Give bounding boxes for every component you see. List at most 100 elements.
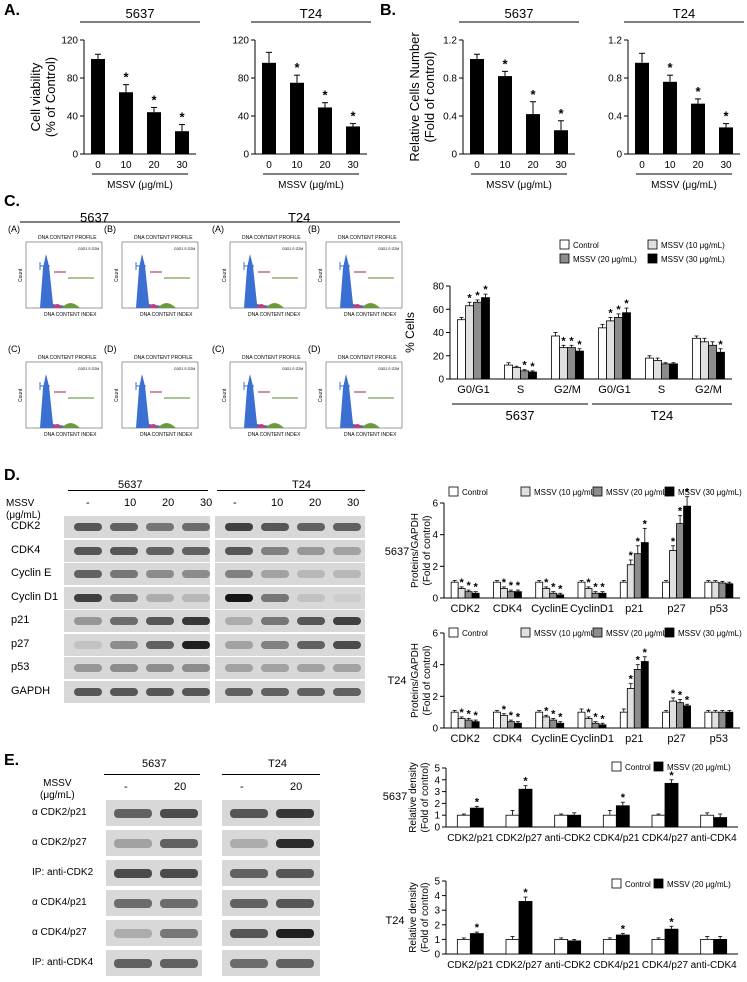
bar (633, 669, 642, 729)
bar (493, 581, 501, 599)
bar (633, 553, 642, 599)
legend-swatch (520, 627, 531, 638)
dose-label-t24: - (233, 497, 237, 509)
legend-swatch (520, 486, 531, 497)
band (160, 899, 198, 908)
band (182, 570, 210, 578)
legend-swatch (653, 761, 664, 772)
blot-strip-t24 (215, 680, 365, 703)
thumb-title: DNA CONTENT PROFILE (134, 235, 193, 241)
band (261, 523, 289, 531)
band (297, 664, 325, 672)
flow-svg: (A) DNA CONTENT PROFILE Count DNA CONTENT I… (8, 221, 403, 438)
band (182, 546, 210, 555)
sig-star: * (561, 335, 566, 347)
g2-peak (158, 303, 176, 308)
thumb-title: DNA CONTENT PROFILE (338, 355, 397, 361)
sig-star: * (502, 704, 507, 716)
thumb-frame (229, 241, 307, 309)
cell-label: T24 (386, 915, 405, 927)
sig-star: * (685, 487, 690, 499)
thumb-stats: G0G1 S G2M (78, 367, 99, 371)
band (160, 869, 198, 878)
g2-peak (158, 423, 176, 428)
band (225, 523, 253, 531)
band (182, 640, 210, 649)
thumb-ylabel: Count (114, 388, 120, 402)
bar (456, 939, 471, 955)
chart-header: 5637 (126, 6, 155, 21)
bar (708, 344, 717, 380)
blot-strip-5637 (64, 539, 210, 562)
bar (653, 359, 662, 380)
ip-row-label: α CDK4/p21 (32, 897, 87, 908)
protein-label: GAPDH (11, 684, 51, 697)
blot-e-mssv-label: MSSV (μg/mL) (40, 778, 75, 801)
x-tick-label: p27 (667, 733, 685, 745)
band (297, 593, 325, 602)
bar (584, 588, 593, 599)
band (114, 929, 152, 938)
y-axis-label: (Fold of control) (422, 51, 437, 142)
bar (318, 107, 332, 154)
band (333, 640, 361, 649)
y-tick-label: 5 (434, 877, 440, 888)
band (261, 546, 289, 555)
x-tick-label: 10 (291, 160, 303, 171)
thumb-label: (B) (104, 224, 116, 234)
band (74, 546, 102, 555)
protein-label: p53 (11, 661, 30, 673)
bar (664, 782, 679, 828)
thumb-xlabel: DNA CONTENT INDEX (248, 432, 301, 438)
bar (598, 327, 607, 380)
thumb-ylabel: Count (114, 268, 120, 282)
bar (718, 711, 727, 729)
y-tick-label: 2 (432, 562, 438, 573)
bar (469, 807, 484, 828)
gate-g1 (243, 262, 254, 270)
thumb-frame (325, 241, 403, 309)
band (74, 523, 102, 531)
dose-label-t24: 30 (347, 497, 360, 509)
x-tick-label: 20 (527, 160, 539, 171)
x-tick-label: 30 (347, 160, 359, 171)
bar (635, 62, 649, 154)
sig-star: * (723, 109, 729, 124)
panel-label-e: E. (4, 752, 20, 769)
sig-star: * (608, 307, 613, 319)
y-tick-label: 0.8 (443, 74, 457, 85)
thumb-label: (A) (212, 224, 224, 234)
ip-row-label: IP: anti-CDK4 (32, 957, 94, 968)
dose-label-5637: - (86, 497, 90, 509)
y-axis-label: (Fold of control) (422, 515, 433, 585)
sig-star: * (577, 339, 582, 351)
x-tick-label: 30 (555, 160, 567, 171)
thumb-ylabel: Count (318, 388, 324, 402)
bar (651, 814, 666, 828)
x-tick-label: p21 (625, 603, 643, 615)
sig-star: * (558, 583, 563, 595)
x-tick-label: 0 (266, 160, 272, 171)
bar (676, 702, 684, 729)
band (230, 899, 268, 908)
y-tick-label: 0 (434, 823, 440, 834)
band (114, 839, 152, 848)
y-tick-label: 20 (433, 351, 445, 362)
blot-strip-t24 (215, 516, 365, 538)
bar (507, 721, 515, 729)
sig-star: * (516, 712, 521, 724)
legend-swatch (448, 627, 459, 638)
sig-star: * (467, 580, 472, 592)
sig-star: * (475, 290, 480, 302)
s-peak (148, 424, 158, 428)
x-tick-label: 0 (95, 160, 101, 171)
sig-star: * (569, 335, 574, 347)
sig-star: * (509, 710, 514, 722)
sig-star: * (467, 709, 472, 721)
bar (683, 705, 691, 729)
bar (535, 581, 544, 599)
cell-label: 5637 (385, 546, 409, 558)
thumb-label: (D) (308, 344, 321, 354)
y-axis-label: (Fold of control) (420, 762, 431, 832)
dose-label-5637: - (124, 781, 128, 793)
